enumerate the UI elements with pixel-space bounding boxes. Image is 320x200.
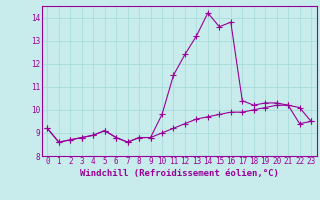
X-axis label: Windchill (Refroidissement éolien,°C): Windchill (Refroidissement éolien,°C) xyxy=(80,169,279,178)
